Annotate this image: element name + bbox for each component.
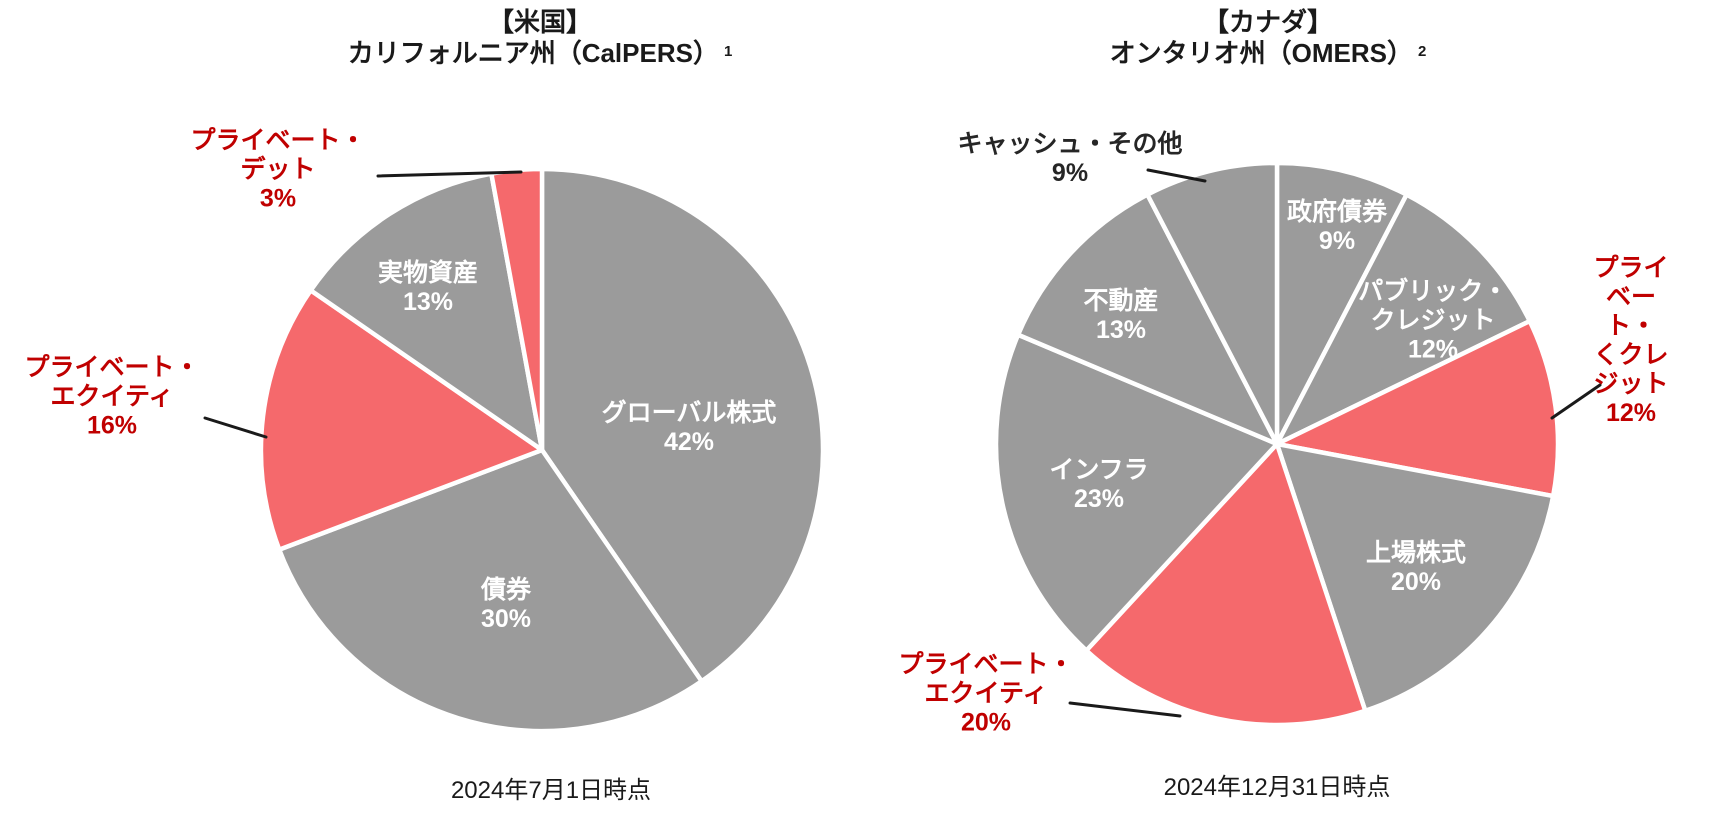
slice-name: 実物資産 (377, 259, 479, 287)
slice-name: プライベート・ エクイティ (24, 353, 200, 411)
omers-as-of-date: 2024年12月31日時点 (1163, 774, 1391, 801)
leader-lines (203, 168, 1602, 718)
leader-line (1550, 383, 1602, 420)
slice-percent: 42% (663, 428, 715, 456)
pie-slice (258, 288, 545, 552)
footnote-1-marker: 1 (723, 43, 733, 60)
slice-label-listed-equity: 上場株式 20% (1366, 539, 1466, 597)
slice-percent: 13% (1095, 316, 1147, 344)
slice-name: 上場株式 (1365, 539, 1467, 567)
pie-slice (993, 332, 1280, 653)
slice-name: 不動産 (1083, 287, 1159, 315)
pie-slice (308, 171, 545, 453)
slice-label-bonds: 債券 30% (481, 576, 531, 634)
calpers-title: 【米国】 カリフォルニア州（CalPERS） 1 (348, 8, 733, 68)
omers-pie (993, 160, 1561, 728)
leader-line (1146, 168, 1207, 183)
slice-label-real-estate: 不動産 13% (1083, 287, 1158, 345)
slice-name: プライベート・ くクレジット (1593, 254, 1669, 398)
slice-label-private-debt: プライベート・ デット 3% (190, 127, 365, 214)
slice-label-cash-other: キャッシュ・その他 9% (957, 130, 1182, 188)
slice-name: プライベート・ デット (190, 126, 366, 184)
omers-title-line1: 【カナダ】 (1202, 7, 1333, 37)
slice-percent: 20% (1390, 568, 1442, 596)
slice-percent: 3% (259, 184, 297, 213)
slice-label-private-credit: プライベート・ くクレジット 12% (1583, 254, 1680, 428)
leader-line (203, 416, 268, 439)
slice-label-real-assets: 実物資産 13% (378, 259, 478, 317)
pie-slice (277, 447, 704, 734)
slice-percent: 20% (960, 708, 1012, 737)
omers-title-line2: オンタリオ州（OMERS） 2 (1109, 38, 1427, 68)
pie-slice (1084, 441, 1368, 728)
slice-percent: 30% (480, 605, 532, 633)
calpers-title-line2: カリフォルニア州（CalPERS） 1 (347, 38, 733, 68)
calpers-pie (258, 166, 826, 734)
slice-name: 政府債券 (1286, 198, 1388, 226)
leader-line (1068, 701, 1182, 718)
slice-name: プライベート・ エクイティ (898, 650, 1074, 708)
slice-percent: 12% (1605, 399, 1657, 427)
slice-name: パブリック・ クレジット (1358, 277, 1508, 335)
calpers-title-line1: 【米国】 (487, 7, 593, 37)
omers-title: 【カナダ】 オンタリオ州（OMERS） 2 (1110, 8, 1427, 68)
pie-slice (1274, 192, 1532, 447)
slice-name: インフラ (1049, 456, 1149, 484)
slice-label-private-equity: プライベート・ エクイティ 16% (24, 354, 199, 441)
slice-percent: 9% (1318, 227, 1356, 255)
pie-slice (1274, 441, 1556, 714)
slice-percent: 13% (402, 288, 454, 316)
slice-name: キャッシュ・その他 (957, 130, 1183, 158)
pie-slice (1274, 160, 1409, 447)
slice-percent: 16% (86, 411, 138, 440)
slice-name: グローバル株式 (601, 399, 777, 427)
slice-label-global-equity: グローバル株式 42% (602, 399, 777, 457)
slice-label-government-bonds: 政府債券 9% (1287, 198, 1387, 256)
slice-name: 債券 (480, 576, 532, 604)
footnote-2-marker: 2 (1418, 43, 1427, 60)
calpers-as-of-date: 2024年7月1日時点 (450, 777, 652, 804)
pie-slice (539, 166, 826, 684)
slice-percent: 23% (1073, 485, 1125, 513)
pie-slice (1145, 160, 1280, 447)
slice-percent: 9% (1051, 159, 1089, 187)
leader-line (376, 170, 523, 178)
slice-label-public-credit: パブリック・ クレジット 12% (1358, 278, 1508, 365)
pie-slice (1274, 318, 1561, 499)
slice-percent: 12% (1407, 335, 1459, 364)
slice-label-private-equity: プライベート・ エクイティ 20% (898, 651, 1073, 738)
slice-label-infrastructure: インフラ 23% (1049, 456, 1148, 514)
pie-slice (1015, 192, 1280, 447)
